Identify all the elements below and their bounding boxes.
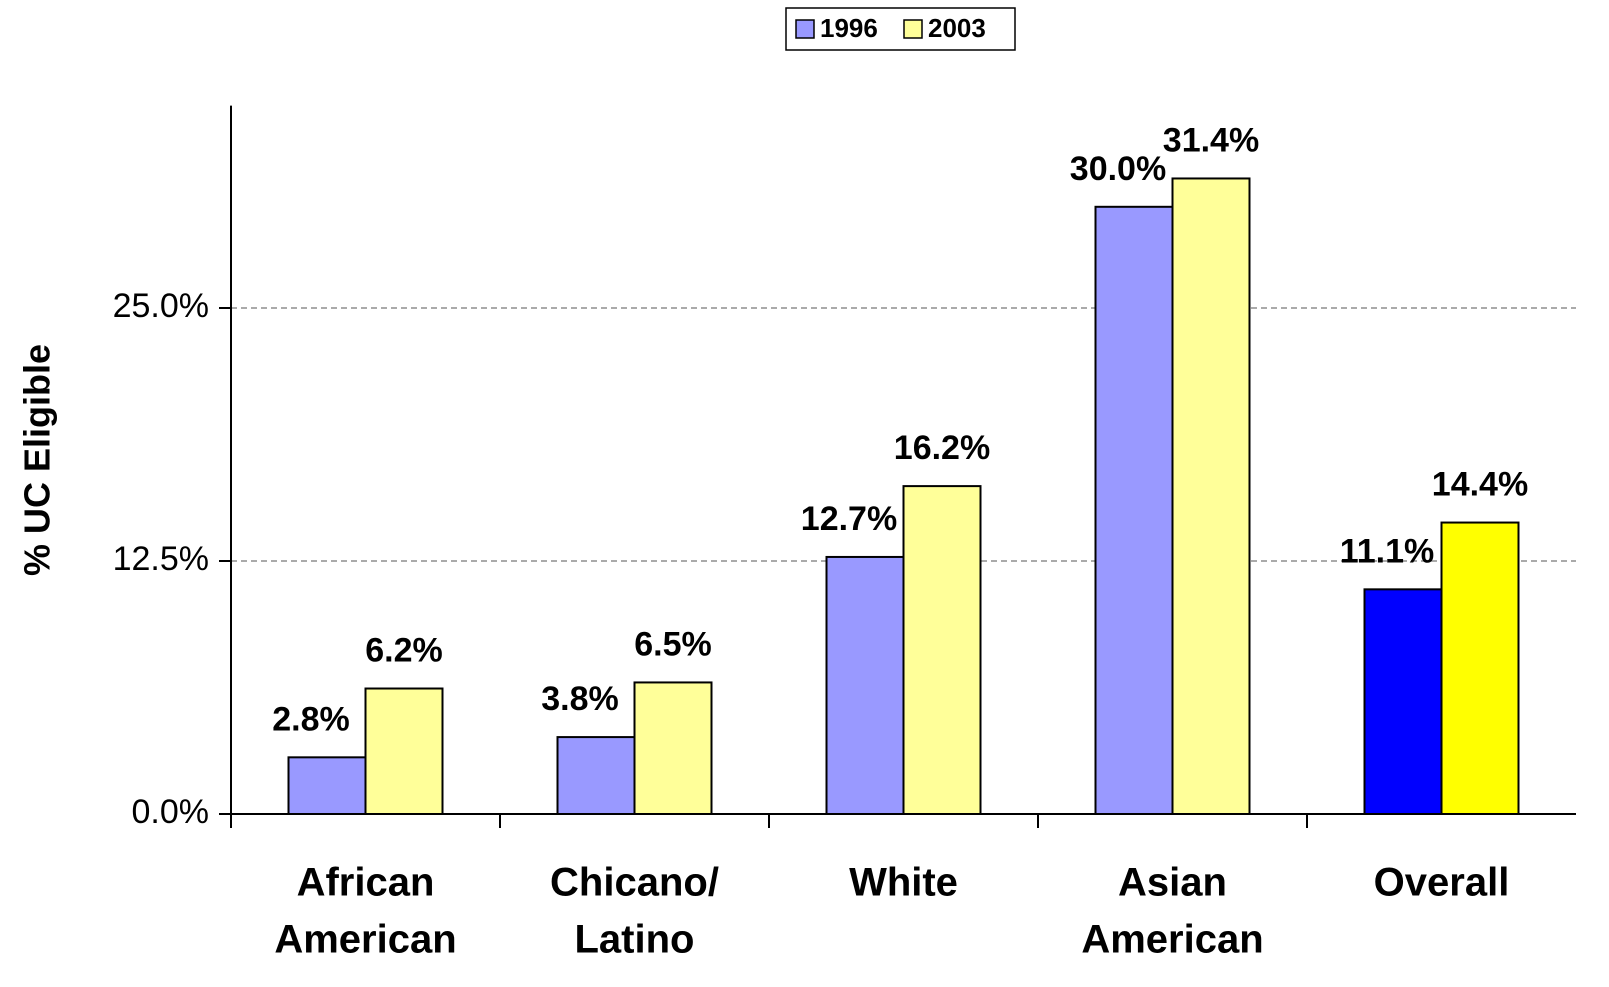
value-label: 14.4% <box>1432 466 1528 504</box>
y-axis-title: % UC Eligible <box>17 344 58 576</box>
bar <box>364 687 444 816</box>
legend-label: 1996 <box>820 13 878 43</box>
x-tick-label: African <box>297 861 435 905</box>
value-label: 12.7% <box>801 500 897 538</box>
value-label: 31.4% <box>1163 121 1259 159</box>
bar <box>1440 521 1520 815</box>
bar <box>633 681 713 815</box>
legend-swatch <box>795 19 815 39</box>
bar <box>556 736 636 816</box>
value-label: 16.2% <box>894 429 990 467</box>
legend-box <box>785 7 1016 51</box>
y-tick-label: 25.0% <box>113 287 209 325</box>
x-tick-label: American <box>274 918 456 962</box>
value-label: 30.0% <box>1070 150 1166 188</box>
value-label: 6.2% <box>365 631 443 669</box>
bar <box>1171 177 1251 816</box>
bar <box>1094 205 1174 816</box>
x-tick-label: Chicano/ <box>550 861 719 905</box>
value-label: 2.8% <box>272 700 350 738</box>
value-label: 3.8% <box>541 680 619 718</box>
bar <box>902 485 982 815</box>
x-tick-label: Overall <box>1374 861 1510 905</box>
bar <box>287 756 367 816</box>
y-tick-label: 12.5% <box>113 540 209 578</box>
bar <box>1363 588 1443 815</box>
y-tick-label: 0.0% <box>132 793 210 831</box>
x-tick-label: White <box>849 861 958 905</box>
x-tick-label: Latino <box>575 918 695 962</box>
value-label: 6.5% <box>634 625 712 663</box>
value-label: 11.1% <box>1340 532 1435 570</box>
x-tick-label: Asian <box>1118 861 1227 905</box>
legend-swatch <box>903 19 923 39</box>
x-tick-label: American <box>1081 918 1263 962</box>
legend-label: 2003 <box>928 13 986 43</box>
bar <box>825 555 905 816</box>
